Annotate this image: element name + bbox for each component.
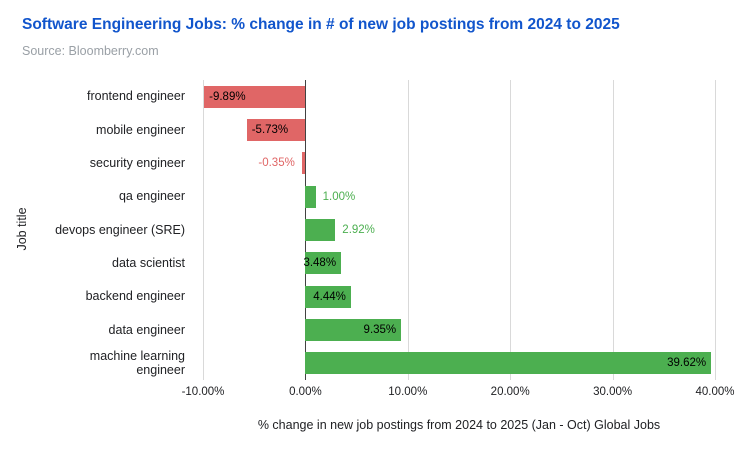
value-label: -0.35% xyxy=(258,157,295,170)
bar-row: 4.44% xyxy=(203,280,715,313)
x-tick-label: -10.00% xyxy=(181,386,225,398)
gridline xyxy=(510,80,512,380)
bar-rows: -9.89% -5.73% -0.35% 1.00% 2.92% 3.48% 4.44% 9.… xyxy=(203,80,715,380)
plot-area: -9.89% -5.73% -0.35% 1.00% 2.92% 3.48% 4.44% 9.… xyxy=(203,80,716,380)
bar xyxy=(305,352,712,375)
x-axis-title: % change in new job postings from 2024 t… xyxy=(257,418,661,432)
value-label: 3.48% xyxy=(303,257,337,270)
gridline xyxy=(203,80,204,380)
category-label: qa engineer xyxy=(118,189,185,204)
x-tick-label: 20.00% xyxy=(490,386,530,398)
bar-row: 2.92% xyxy=(203,213,715,246)
bar xyxy=(305,285,351,308)
value-label: 1.00% xyxy=(322,190,356,203)
category-label: mobile engineer xyxy=(96,122,185,137)
value-label: 4.44% xyxy=(313,290,346,303)
bar-row: -0.35% xyxy=(203,147,715,180)
value-label: 2.92% xyxy=(342,223,375,236)
value-label: 39.62% xyxy=(667,357,707,370)
y-axis-title: Job title xyxy=(15,207,29,251)
bar-row: 3.48% xyxy=(203,247,715,280)
bar-row: -5.73% xyxy=(203,113,715,146)
bar xyxy=(305,318,402,341)
bar xyxy=(204,85,306,108)
category-label: machine learning engineer xyxy=(89,348,185,378)
category-label: devops engineer (SRE) xyxy=(55,222,185,237)
bar-row: 9.35% xyxy=(203,313,715,346)
bar xyxy=(305,185,316,208)
value-label: -9.89% xyxy=(209,90,246,103)
source-text: Source: Bloomberry.com xyxy=(22,44,159,58)
category-label: data scientist xyxy=(112,256,185,271)
x-axis-ticks: -10.00% 0.00% 10.00% 20.00% 30.00% 40.00% xyxy=(182,386,735,402)
category-label: data engineer xyxy=(108,322,185,337)
bar xyxy=(301,152,306,175)
category-label: backend engineer xyxy=(85,289,185,304)
x-tick-label: 0.00% xyxy=(289,386,322,398)
x-tick-label: 40.00% xyxy=(695,386,735,398)
x-tick-label: 10.00% xyxy=(388,386,428,398)
category-label: security engineer xyxy=(89,156,185,171)
bar xyxy=(305,218,336,241)
bar-row: -9.89% xyxy=(203,80,715,113)
bar xyxy=(305,252,342,275)
value-label: 9.35% xyxy=(363,323,397,336)
gridline xyxy=(612,80,614,380)
bar xyxy=(246,118,306,141)
bar-row: 39.62% xyxy=(203,347,715,380)
x-tick-label: 30.00% xyxy=(593,386,633,398)
gridline xyxy=(715,80,716,380)
category-labels: frontend engineer mobile engineer security… xyxy=(40,80,194,380)
value-label: -5.73% xyxy=(251,123,289,136)
category-label: frontend engineer xyxy=(87,89,185,104)
bar-row: 1.00% xyxy=(203,180,715,213)
chart-title: Software Engineering Jobs: % change in #… xyxy=(22,16,620,33)
gridline xyxy=(407,80,409,380)
